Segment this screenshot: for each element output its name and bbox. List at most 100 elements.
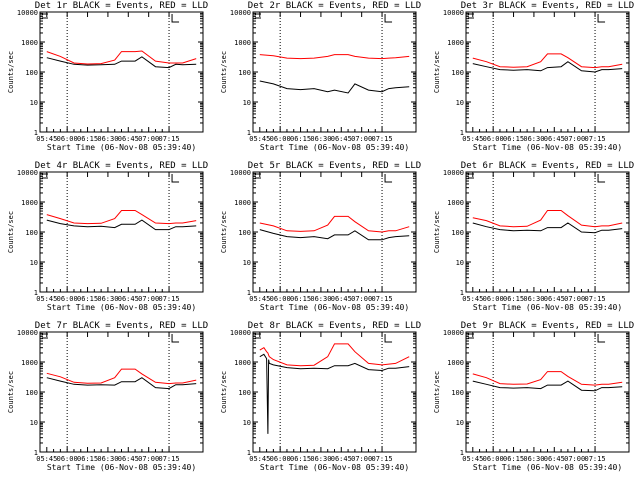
y-tick-label: 10000 bbox=[230, 9, 251, 17]
x-tick-label: 05:45 bbox=[36, 135, 57, 143]
x-tick-label: 07:00 bbox=[564, 295, 585, 303]
x-tick-label: 07:15 bbox=[585, 135, 606, 143]
lld-series-line bbox=[259, 343, 410, 367]
y-tick-label: 1 bbox=[460, 289, 464, 297]
plot-frame bbox=[465, 331, 630, 453]
x-tick-label: 07:15 bbox=[372, 455, 393, 463]
y-tick-label: 1000 bbox=[447, 359, 464, 367]
plot-frame bbox=[252, 11, 417, 133]
y-tick-label: 10000 bbox=[17, 329, 38, 337]
top-marker bbox=[384, 14, 393, 23]
top-left-marker bbox=[255, 13, 261, 19]
x-tick-label: 07:00 bbox=[351, 135, 372, 143]
panel-title: Det 8r BLACK = Events, RED = LLD bbox=[248, 321, 421, 331]
y-tick-label: 10000 bbox=[230, 329, 251, 337]
x-axis-label: Start Time (06-Nov-08 05:39:40) bbox=[260, 303, 409, 312]
x-tick-label: 07:15 bbox=[585, 455, 606, 463]
panel-title: Det 3r BLACK = Events, RED = LLD bbox=[461, 1, 634, 11]
x-tick-label: 07:15 bbox=[159, 295, 180, 303]
x-tick-label: 06:15 bbox=[290, 135, 311, 143]
y-tick-label: 10 bbox=[243, 259, 251, 267]
x-tick-label: 07:15 bbox=[159, 135, 180, 143]
y-tick-label: 1 bbox=[460, 449, 464, 457]
x-tick-label: 07:00 bbox=[138, 295, 159, 303]
y-tick-label: 100 bbox=[451, 389, 464, 397]
x-axis-label: Start Time (06-Nov-08 05:39:40) bbox=[473, 303, 622, 312]
plot-frame bbox=[39, 11, 204, 133]
lld-series-line bbox=[46, 50, 197, 65]
top-left-marker bbox=[42, 13, 48, 19]
x-tick-label: 05:45 bbox=[462, 455, 483, 463]
top-left-marker bbox=[255, 333, 261, 339]
lld-series-line bbox=[472, 53, 623, 69]
x-tick-label: 06:15 bbox=[290, 455, 311, 463]
events-series-line bbox=[46, 219, 197, 231]
x-tick-label: 06:45 bbox=[544, 135, 565, 143]
y-axis-label: Counts/sec bbox=[433, 371, 441, 413]
x-tick-label: 07:15 bbox=[372, 135, 393, 143]
x-axis-label: Start Time (06-Nov-08 05:39:40) bbox=[47, 143, 196, 152]
lld-series-line bbox=[46, 368, 197, 385]
x-tick-label: 06:00 bbox=[270, 455, 291, 463]
panel-title: Det 6r BLACK = Events, RED = LLD bbox=[461, 161, 634, 171]
panel-title: Det 9r BLACK = Events, RED = LLD bbox=[461, 321, 634, 331]
x-tick-label: 05:45 bbox=[36, 455, 57, 463]
y-axis-label: Counts/sec bbox=[7, 51, 15, 93]
x-tick-label: 06:30 bbox=[310, 135, 331, 143]
top-marker bbox=[597, 334, 606, 343]
x-tick-label: 05:45 bbox=[462, 135, 483, 143]
x-tick-label: 06:00 bbox=[270, 295, 291, 303]
y-tick-label: 100 bbox=[25, 389, 38, 397]
x-tick-label: 07:00 bbox=[138, 455, 159, 463]
top-marker bbox=[384, 334, 393, 343]
x-tick-label: 06:00 bbox=[57, 455, 78, 463]
top-left-marker bbox=[42, 173, 48, 179]
x-tick-label: 06:00 bbox=[483, 295, 504, 303]
x-tick-label: 06:30 bbox=[523, 135, 544, 143]
plot-frame bbox=[465, 171, 630, 293]
x-axis-label: Start Time (06-Nov-08 05:39:40) bbox=[473, 143, 622, 152]
top-left-marker bbox=[42, 333, 48, 339]
x-tick-label: 06:15 bbox=[503, 135, 524, 143]
y-tick-label: 1 bbox=[460, 129, 464, 137]
detector-panel-8: Det 8r BLACK = Events, RED = LLD 1 10 100 10… bbox=[220, 321, 421, 472]
events-series-line bbox=[472, 61, 623, 73]
x-tick-label: 06:15 bbox=[77, 135, 98, 143]
x-tick-label: 07:00 bbox=[351, 295, 372, 303]
y-tick-label: 1 bbox=[34, 129, 38, 137]
y-tick-label: 1000 bbox=[21, 199, 38, 207]
x-tick-label: 07:00 bbox=[138, 135, 159, 143]
y-tick-label: 100 bbox=[25, 229, 38, 237]
events-series-line bbox=[472, 222, 623, 234]
detector-panel-2: Det 2r BLACK = Events, RED = LLD 1 10 100 10… bbox=[220, 1, 421, 152]
x-tick-label: 06:30 bbox=[523, 455, 544, 463]
x-tick-label: 06:30 bbox=[310, 455, 331, 463]
x-axis-label: Start Time (06-Nov-08 05:39:40) bbox=[260, 463, 409, 472]
y-tick-label: 1 bbox=[34, 449, 38, 457]
y-tick-label: 10 bbox=[30, 259, 38, 267]
y-axis-label: Counts/sec bbox=[7, 371, 15, 413]
x-axis-label: Start Time (06-Nov-08 05:39:40) bbox=[473, 463, 622, 472]
y-tick-label: 1000 bbox=[447, 199, 464, 207]
y-tick-label: 100 bbox=[238, 229, 251, 237]
x-axis-label: Start Time (06-Nov-08 05:39:40) bbox=[47, 303, 196, 312]
y-tick-label: 100 bbox=[25, 69, 38, 77]
top-marker bbox=[597, 14, 606, 23]
plot-frame bbox=[39, 171, 204, 293]
top-marker bbox=[384, 174, 393, 183]
y-tick-label: 10000 bbox=[443, 169, 464, 177]
lld-series-line bbox=[259, 215, 410, 233]
x-tick-label: 05:45 bbox=[249, 455, 270, 463]
plot-frame bbox=[252, 171, 417, 293]
y-tick-label: 100 bbox=[451, 229, 464, 237]
y-tick-label: 1000 bbox=[21, 359, 38, 367]
x-tick-label: 06:30 bbox=[97, 455, 118, 463]
y-tick-label: 1000 bbox=[21, 39, 38, 47]
lld-series-line bbox=[472, 371, 623, 386]
y-tick-label: 10 bbox=[243, 419, 251, 427]
x-tick-label: 06:00 bbox=[57, 135, 78, 143]
y-tick-label: 10 bbox=[243, 99, 251, 107]
y-tick-label: 1 bbox=[247, 289, 251, 297]
y-axis-label: Counts/sec bbox=[220, 51, 228, 93]
x-axis-label: Start Time (06-Nov-08 05:39:40) bbox=[47, 463, 196, 472]
